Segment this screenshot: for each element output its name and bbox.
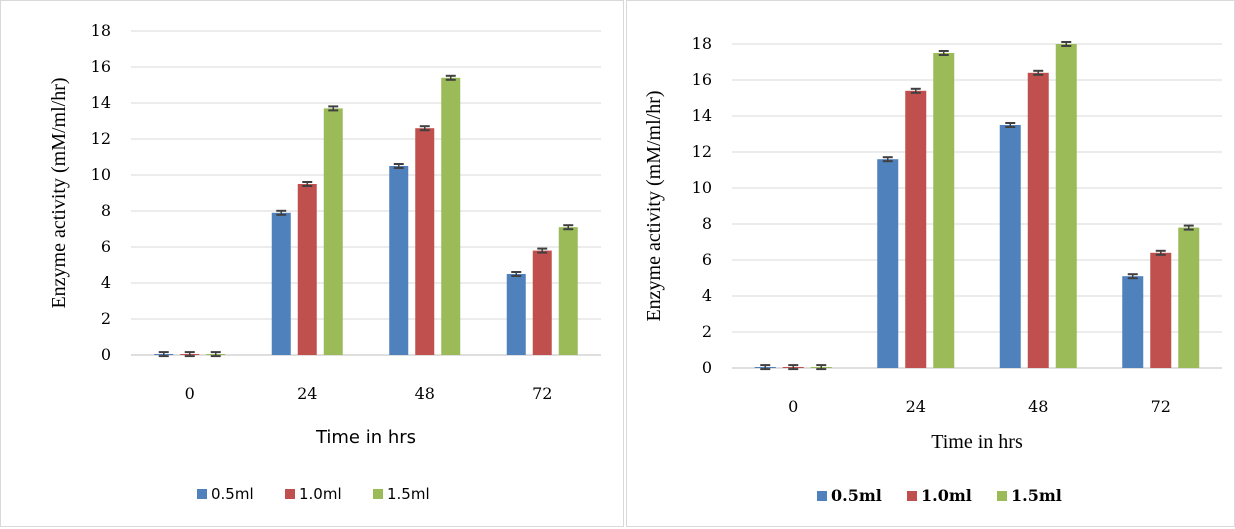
bar bbox=[1055, 44, 1077, 368]
legend-label: 0.5ml bbox=[211, 485, 254, 503]
legend-swatch bbox=[285, 489, 295, 499]
chart-panel-left: 0 2 4 6 8 10 12 14 16 18 0 24 48 72 Enzyme activity (m… bbox=[0, 0, 624, 527]
bar bbox=[1150, 252, 1172, 368]
bar bbox=[999, 125, 1021, 368]
x-tick-label: 48 bbox=[415, 384, 435, 403]
y-tick-label: 8 bbox=[101, 201, 111, 220]
x-tick-label: 0 bbox=[788, 397, 798, 416]
legend-label: 1.0ml bbox=[299, 485, 342, 503]
y-tick-label: 0 bbox=[702, 358, 712, 377]
bar bbox=[877, 159, 899, 368]
y-tick-label: 14 bbox=[91, 93, 111, 112]
y-tick-label: 4 bbox=[101, 273, 111, 292]
legend-swatch bbox=[373, 489, 383, 499]
x-tick-label: 72 bbox=[532, 384, 552, 403]
bar bbox=[323, 108, 343, 356]
x-tick-label: 72 bbox=[1151, 397, 1171, 416]
bar bbox=[1027, 72, 1049, 369]
bar bbox=[389, 166, 409, 355]
legend-label: 1.5ml bbox=[1011, 486, 1062, 505]
legend-label: 1.0ml bbox=[921, 486, 972, 505]
bar bbox=[1122, 276, 1144, 368]
bar bbox=[1178, 227, 1200, 368]
y-tick-label: 10 bbox=[91, 165, 111, 184]
bar bbox=[297, 184, 317, 355]
x-tick-label: 48 bbox=[1028, 397, 1048, 416]
y-tick-label: 2 bbox=[101, 309, 111, 328]
bar bbox=[271, 212, 291, 355]
bar bbox=[558, 227, 578, 355]
y-tick-label: 4 bbox=[702, 286, 712, 305]
y-tick-label: 8 bbox=[702, 214, 712, 233]
y-tick-label: 6 bbox=[702, 250, 712, 269]
legend-swatch bbox=[997, 491, 1007, 501]
y-tick-label: 2 bbox=[702, 322, 712, 341]
x-tick-label: 24 bbox=[297, 384, 317, 403]
legend-label: 0.5ml bbox=[831, 486, 882, 505]
y-tick-label: 12 bbox=[91, 129, 111, 148]
bar bbox=[506, 274, 526, 355]
legend-swatch bbox=[197, 489, 207, 499]
y-tick-label: 6 bbox=[101, 237, 111, 256]
y-tick-label: 14 bbox=[692, 106, 712, 125]
legend-label: 1.5ml bbox=[387, 485, 430, 503]
y-tick-label: 12 bbox=[692, 142, 712, 161]
y-tick-label: 18 bbox=[692, 34, 712, 53]
x-axis-title: Time in hrs bbox=[315, 427, 416, 448]
bar bbox=[415, 128, 435, 355]
legend-swatch bbox=[907, 491, 917, 501]
y-tick-label: 0 bbox=[101, 345, 111, 364]
y-tick-label: 16 bbox=[692, 70, 712, 89]
y-tick-label: 18 bbox=[91, 21, 111, 40]
y-axis-title: Enzyme activity (mM/ml/hr) bbox=[48, 77, 70, 308]
y-tick-label: 16 bbox=[91, 57, 111, 76]
bar bbox=[441, 77, 461, 356]
legend-swatch bbox=[817, 491, 827, 501]
chart-panel-right: 0 2 4 6 8 10 12 14 16 18 0 24 48 72 Enzyme activity (m… bbox=[626, 0, 1235, 527]
y-tick-label: 10 bbox=[692, 178, 712, 197]
x-tick-label: 0 bbox=[185, 384, 195, 403]
bar bbox=[905, 90, 927, 369]
bar bbox=[933, 53, 955, 368]
y-axis-title: Enzyme activity (mM/ml/hr) bbox=[643, 90, 665, 321]
bar bbox=[532, 250, 552, 355]
x-axis-title: Time in hrs bbox=[931, 431, 1023, 453]
x-tick-label: 24 bbox=[906, 397, 926, 416]
